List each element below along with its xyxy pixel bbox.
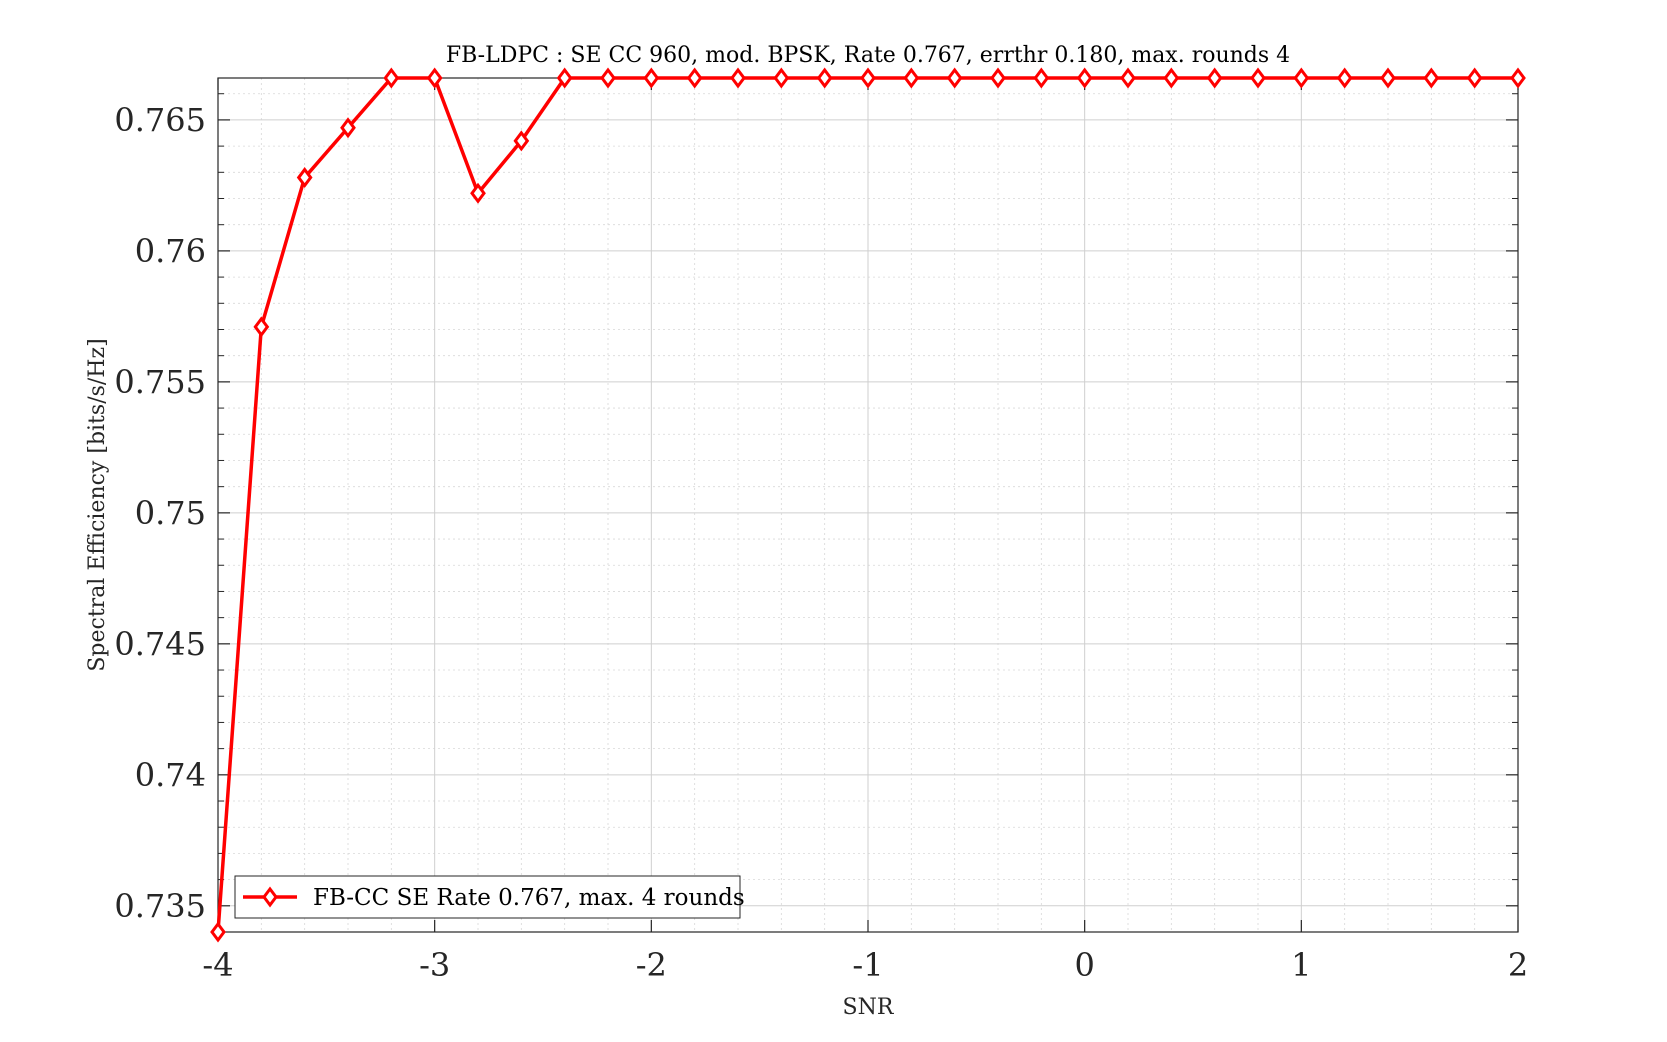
data-point-marker [730,67,746,89]
legend-diamond-marker-icon [262,886,278,908]
data-point-marker [990,67,1006,89]
data-point-marker [1336,67,1353,89]
data-point-marker [1163,67,1180,89]
y-tick-label: 0.735 [114,887,206,925]
data-point-marker [1033,67,1050,89]
data-point-marker [903,67,920,89]
x-tick-label: 2 [1508,946,1528,984]
y-tick-label: 0.75 [135,494,206,532]
y-tick-label: 0.745 [114,625,206,663]
data-point-marker [860,67,876,89]
chart-title: FB-LDPC : SE CC 960, mod. BPSK, Rate 0.7… [446,43,1290,68]
data-point-marker [296,167,313,189]
tick-labels: -4 -3 -2 -1 0 1 2 0.735 0.74 0.745 0.75 0.755 0.76 0.… [114,101,1528,984]
data-point-marker [1466,67,1483,89]
data-point-marker [556,67,573,89]
x-tick-label: 1 [1291,946,1311,984]
data-point-marker [1380,67,1396,89]
legend-entry-label: FB-CC SE Rate 0.767, max. 4 rounds [313,885,745,911]
data-point-marker [946,67,963,89]
x-tick-label: -4 [202,946,233,984]
x-axis-label: SNR [843,995,895,1020]
data-point-marker [773,67,790,89]
data-point-marker [1206,67,1223,89]
data-point-marker [816,67,833,89]
y-tick-label: 0.76 [135,232,206,270]
data-point-marker [1423,67,1440,89]
data-point-marker [1510,67,1526,89]
x-tick-label: 0 [1074,946,1094,984]
data-point-marker [1293,67,1310,89]
y-axis-label: Spectral Efficiency [bits/s/Hz] [85,338,110,671]
y-tick-label: 0.755 [114,363,206,401]
series-layer [210,67,1526,943]
y-tick-label: 0.74 [135,756,206,794]
data-point-marker [253,316,270,338]
data-point-marker [513,130,530,152]
data-point-marker [1120,67,1136,89]
x-tick-label: -1 [852,946,883,984]
data-point-marker [600,67,616,89]
y-tick-label: 0.765 [114,101,206,139]
data-point-marker [686,67,703,89]
data-point-marker [1076,67,1093,89]
data-point-marker [1250,67,1266,89]
legend-box [234,875,741,919]
legend: FB-CC SE Rate 0.767, max. 4 rounds [234,875,745,919]
data-point-marker [210,921,226,943]
data-point-marker [340,117,356,139]
data-point-marker [643,67,660,89]
data-point-marker [426,67,443,89]
data-point-marker [470,182,486,204]
x-tick-label: -3 [419,946,450,984]
data-point-marker [383,67,400,89]
x-tick-label: -2 [636,946,667,984]
